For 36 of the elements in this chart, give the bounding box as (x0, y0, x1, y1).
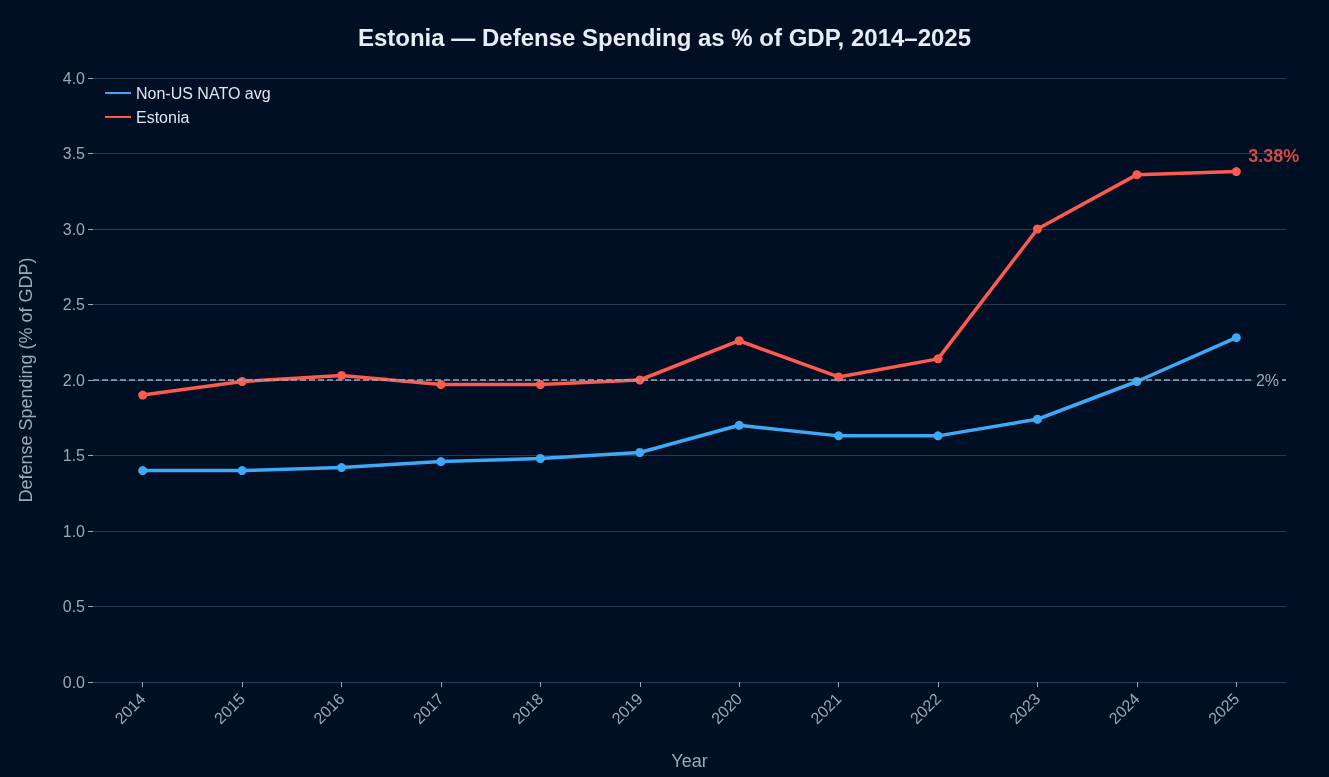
point (337, 463, 347, 473)
point (734, 336, 744, 346)
y-tick-label: 2.5 (62, 296, 86, 313)
y-tick-label: 3.5 (62, 145, 86, 162)
point (1231, 167, 1241, 177)
point (535, 380, 545, 390)
point (1032, 224, 1042, 234)
y-tick-label: 4.0 (62, 69, 86, 87)
point (1032, 414, 1042, 424)
ref-line-label: 2% (1255, 371, 1279, 389)
point (734, 420, 744, 430)
point (436, 380, 446, 390)
point (138, 390, 148, 400)
point (1231, 333, 1241, 343)
y-tick-label: 1.5 (62, 447, 86, 464)
legend-label: Non-US NATO avg (136, 84, 271, 102)
point (1132, 170, 1142, 180)
point (635, 447, 645, 457)
y-axis-title: Defense Spending (% of GDP) (16, 257, 36, 503)
y-tick-label: 0.5 (62, 598, 86, 615)
annotation: 3.38% (1248, 145, 1300, 166)
point (933, 354, 943, 364)
point (138, 466, 148, 476)
point (933, 431, 943, 441)
point (834, 431, 844, 441)
y-tick-label: 0.0 (62, 673, 86, 691)
point (337, 370, 347, 380)
point (237, 466, 247, 476)
y-tick-label: 3.0 (62, 220, 86, 238)
x-axis-title: Year (671, 751, 708, 771)
point (535, 454, 545, 464)
legend-label: Estonia (136, 108, 190, 126)
chart-title: Estonia — Defense Spending as % of GDP, 2014–2025 (357, 23, 972, 51)
point (436, 457, 446, 467)
y-tick-label: 1.0 (62, 522, 86, 540)
y-tick-label: 2.0 (62, 371, 86, 389)
